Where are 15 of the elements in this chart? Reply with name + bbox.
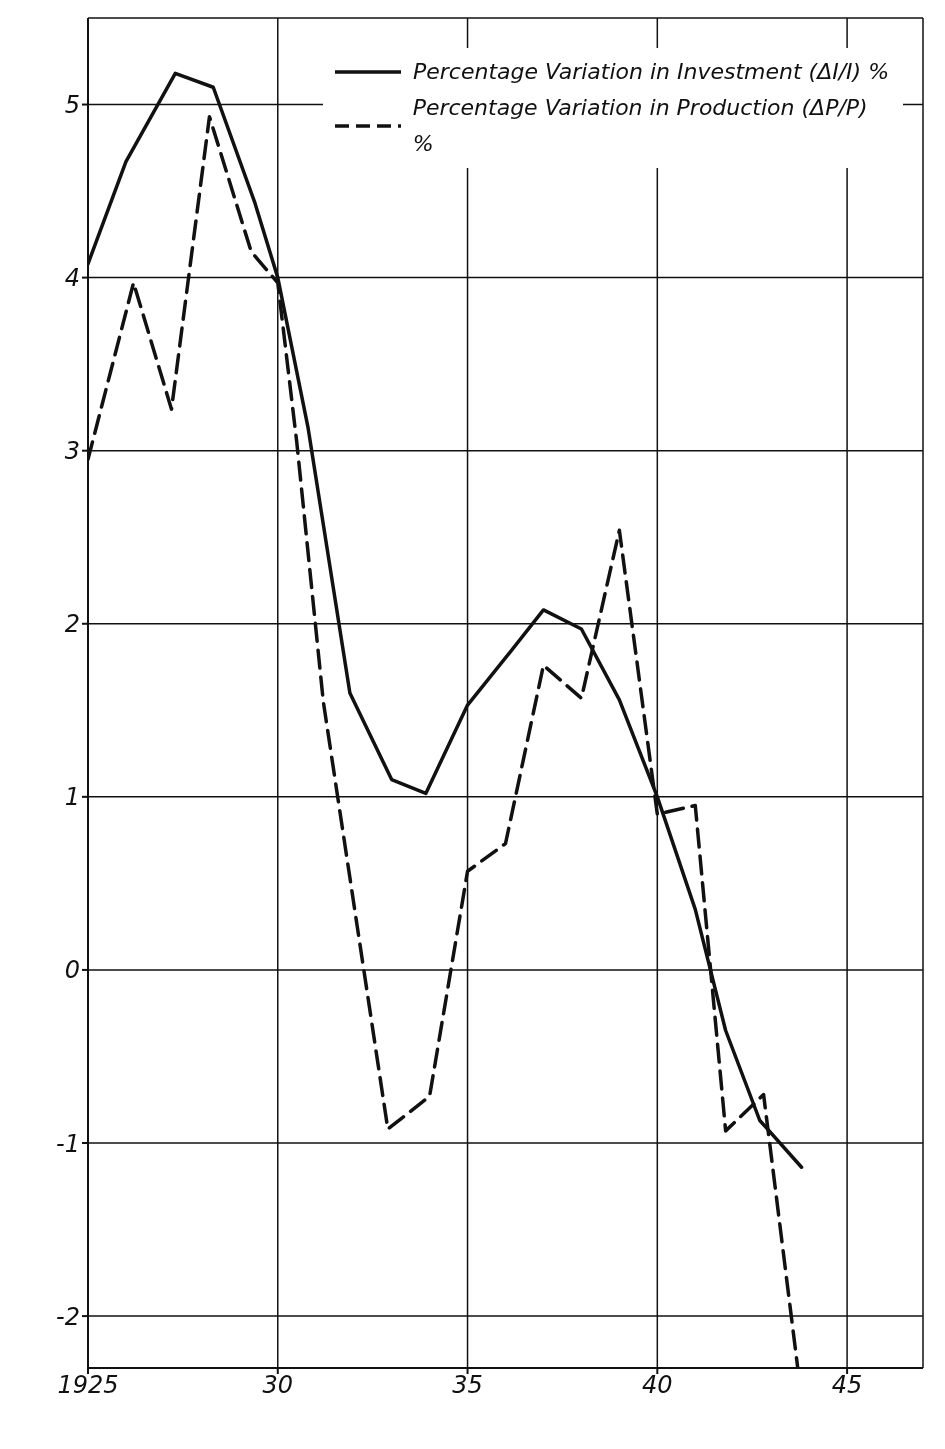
- y-tick-label: 5: [64, 91, 80, 120]
- y-tick-label: -1: [56, 1129, 80, 1158]
- y-tick-label: 2: [64, 610, 80, 639]
- y-tick-label: 0: [64, 956, 80, 985]
- x-tick-label: 30: [262, 1371, 294, 1400]
- x-tick-label: 45: [831, 1371, 863, 1400]
- y-tick-label: 1: [64, 783, 80, 812]
- legend-label: Percentage Variation in Production (ΔP/P) %: [412, 94, 869, 158]
- legend-label: Percentage Variation in Investment (ΔI/I) %: [413, 58, 890, 86]
- y-tick-label: 3: [64, 437, 80, 466]
- y-tick-label: -2: [56, 1302, 80, 1331]
- x-tick-label: 35: [452, 1371, 483, 1400]
- y-tick-label: 4: [64, 264, 80, 293]
- x-tick-label: 1925: [57, 1371, 119, 1400]
- x-tick-label: 40: [642, 1371, 673, 1400]
